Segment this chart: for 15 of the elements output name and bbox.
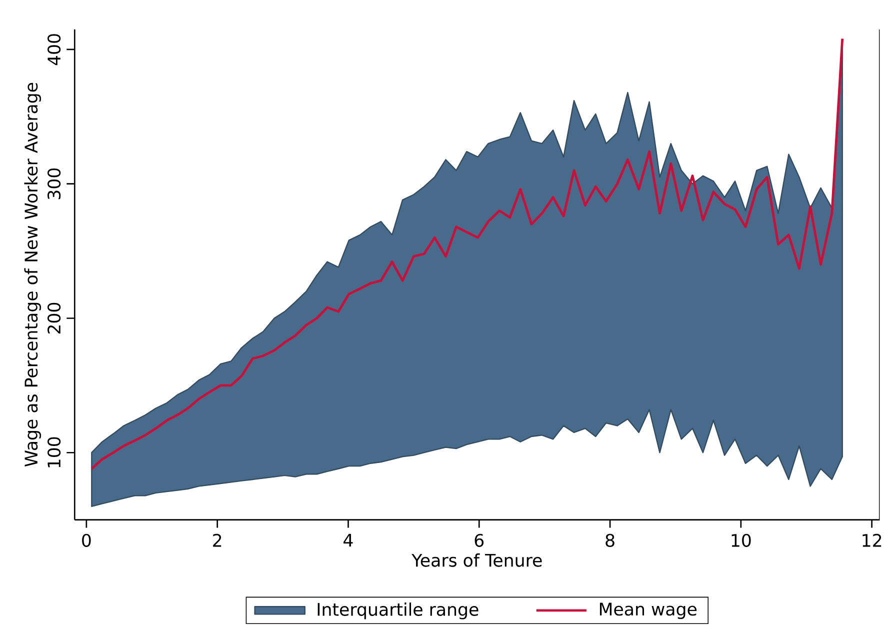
legend-label: Interquartile range (318, 602, 478, 620)
x-tick-label: 2 (213, 534, 222, 547)
x-tick-label: 4 (344, 534, 353, 547)
legend-label: Mean wage (600, 602, 697, 620)
x-tick-label: 0 (82, 534, 91, 548)
x-tick-label: 6 (474, 534, 484, 548)
x-axis-title: Years of Tenure (412, 554, 542, 567)
y-tick-label: 100 (48, 437, 61, 468)
y-axis-title: Wage as Percentage of New Worker Average (24, 83, 42, 467)
y-tick-label: 300 (48, 168, 61, 200)
y-tick-label: 400 (48, 34, 61, 66)
x-tick-label: 10 (732, 534, 751, 548)
x-tick-label: 8 (606, 534, 614, 548)
y-tick-label: 200 (48, 302, 61, 334)
x-tick-label: 12 (862, 534, 882, 547)
